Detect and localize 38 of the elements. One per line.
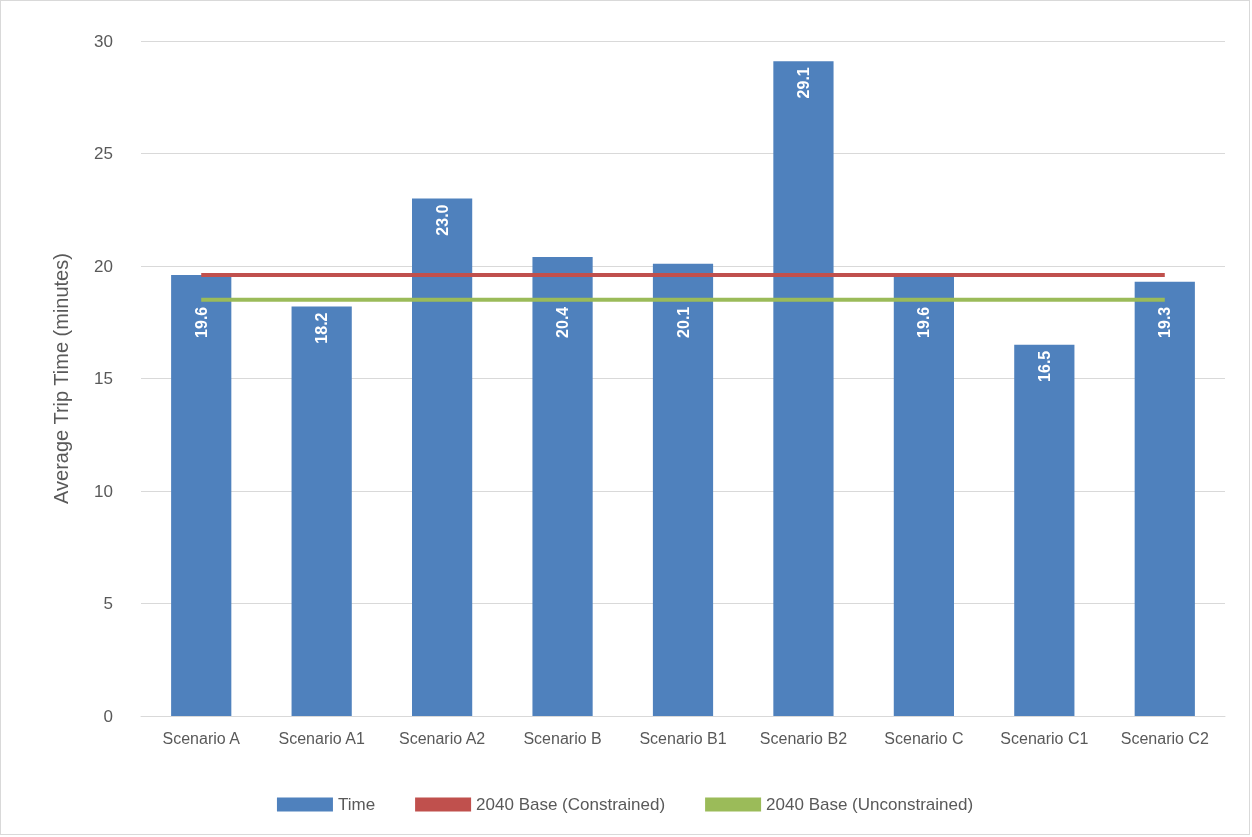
y-tick-label: 10 <box>94 481 113 501</box>
bar <box>652 263 714 716</box>
bar <box>1014 344 1075 716</box>
y-tick-label: 5 <box>103 594 113 613</box>
data-label: 29.1 <box>794 67 812 99</box>
bar <box>412 198 473 716</box>
y-axis-title: Average Trip Time (minutes) <box>50 253 72 504</box>
bar <box>171 275 232 716</box>
x-tick-label: Scenario A1 <box>278 729 365 747</box>
x-tick-label: Scenario B2 <box>759 729 848 747</box>
bar <box>773 61 834 716</box>
y-tick-label: 15 <box>94 369 113 388</box>
y-tick-label: 30 <box>94 31 113 51</box>
data-label: 16.5 <box>1035 350 1053 382</box>
data-label: 23.0 <box>433 204 451 236</box>
legend-label: Time <box>337 795 376 814</box>
legend-label: 2040 Base (Constrained) <box>476 795 666 814</box>
x-tick-label: Scenario A <box>162 729 241 747</box>
y-tick-label: 0 <box>103 706 113 726</box>
x-tick-label: Scenario C <box>884 729 964 747</box>
data-label: 19.6 <box>192 306 210 338</box>
data-label: 20.1 <box>674 306 692 338</box>
data-label: 19.3 <box>1156 306 1174 338</box>
x-tick-label: Scenario C1 <box>1000 729 1089 747</box>
data-label: 20.4 <box>554 306 572 338</box>
x-tick-label: Scenario B1 <box>639 729 727 747</box>
bar <box>291 306 352 716</box>
x-tick-label: Scenario B <box>523 729 602 747</box>
y-tick-label: 20 <box>94 256 113 276</box>
x-tick-label: Scenario C2 <box>1120 729 1209 747</box>
legend-label: 2040 Base (Unconstrained) <box>766 795 974 814</box>
x-tick-label: Scenario A2 <box>398 729 486 747</box>
y-tick-label: 25 <box>94 144 113 163</box>
bar <box>532 257 593 716</box>
bar <box>1134 281 1195 716</box>
data-label: 19.6 <box>915 306 933 338</box>
bar <box>893 275 954 716</box>
data-label: 18.2 <box>313 312 331 344</box>
